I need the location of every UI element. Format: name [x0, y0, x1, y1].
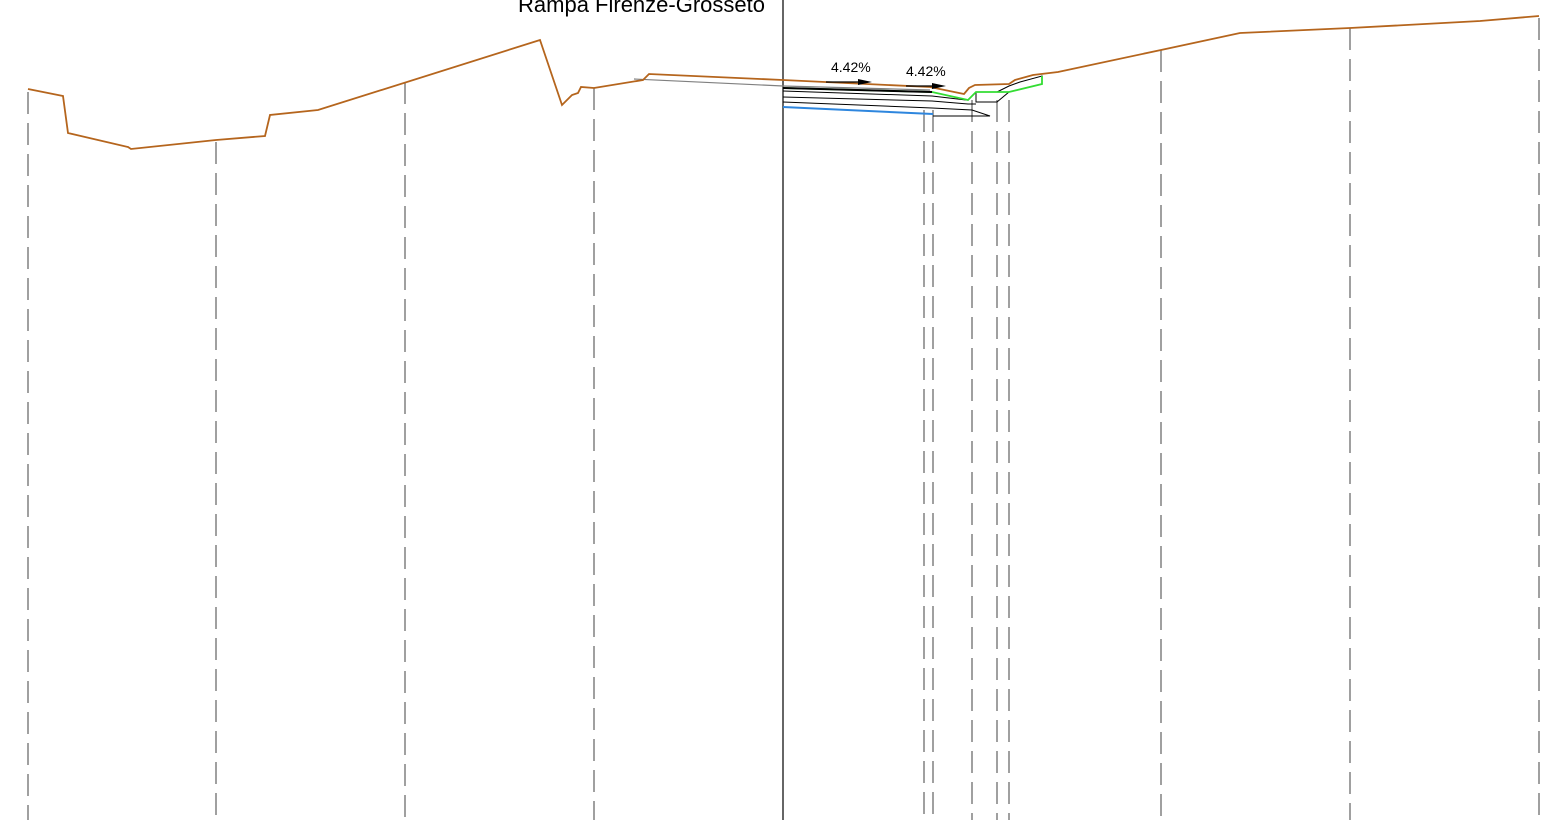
- ground-profile: [27, 15, 1540, 150]
- existing-road-line: [633, 78, 931, 91]
- slope-arrow-left: [826, 79, 872, 85]
- slope-arrow-right: [906, 83, 946, 89]
- pavement-layer-line: [782, 90, 967, 101]
- section-title: Rampa Firenze-Grosseto: [518, 0, 765, 17]
- slope-label-left: 4.42%: [831, 59, 871, 75]
- shoulder-outline: [975, 75, 1043, 103]
- reference-lines: [27, 18, 1540, 820]
- slope-label-right: 4.42%: [906, 63, 946, 79]
- design-surface-dark: [782, 87, 933, 93]
- subgrade-layer-blue: [782, 106, 934, 115]
- pavement-layer-line: [782, 101, 991, 117]
- pavement-layers: [782, 75, 1043, 117]
- pavement-layer-line: [782, 96, 976, 105]
